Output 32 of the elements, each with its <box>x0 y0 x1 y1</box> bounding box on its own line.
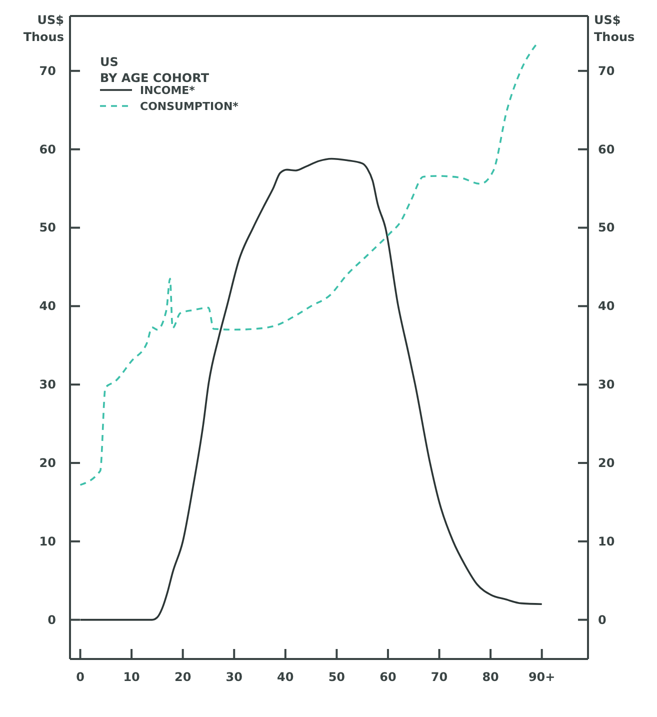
legend-label: INCOME* <box>140 84 196 97</box>
y2-tick-label: 40 <box>598 299 615 314</box>
legend-label: CONSUMPTION* <box>140 100 239 113</box>
y2-tick-label: 70 <box>598 64 615 78</box>
x-tick-label: 60 <box>380 670 396 684</box>
y-tick-label: 10 <box>39 534 56 548</box>
y2-tick-label: 60 <box>598 142 615 156</box>
x-tick-label: 0 <box>76 670 84 684</box>
y-tick-label: 50 <box>39 220 56 235</box>
y-tick-label: 40 <box>39 299 56 314</box>
x-tick-label: 70 <box>430 670 448 684</box>
x-tick-label: 80 <box>482 670 499 684</box>
x-tick-label: 90+ <box>528 670 556 684</box>
legend-title: US BY AGE COHORT <box>100 55 210 85</box>
y-tick-label: 0 <box>48 612 56 627</box>
x-tick-label: 50 <box>328 670 346 684</box>
y2-tick-label: 0 <box>598 612 606 627</box>
y-tick-label: 60 <box>39 142 56 156</box>
y-axis-title: US$ Thous <box>23 13 64 44</box>
y2-tick-label: 20 <box>598 456 615 470</box>
x-tick-label: 20 <box>174 670 192 684</box>
y2-tick-label: 30 <box>598 378 615 392</box>
x-tick-label: 30 <box>226 670 242 684</box>
y-tick-label: 70 <box>39 64 56 78</box>
y2-tick-label: 50 <box>598 220 615 235</box>
y-tick-label: 30 <box>39 378 56 392</box>
line-series <box>79 158 543 621</box>
y-tick-label: 20 <box>39 456 56 470</box>
y2-axis-title: US$ Thous <box>594 13 635 44</box>
x-tick-label: 40 <box>277 670 294 684</box>
x-tick-label: 10 <box>123 670 140 684</box>
y2-tick-label: 10 <box>598 534 615 548</box>
